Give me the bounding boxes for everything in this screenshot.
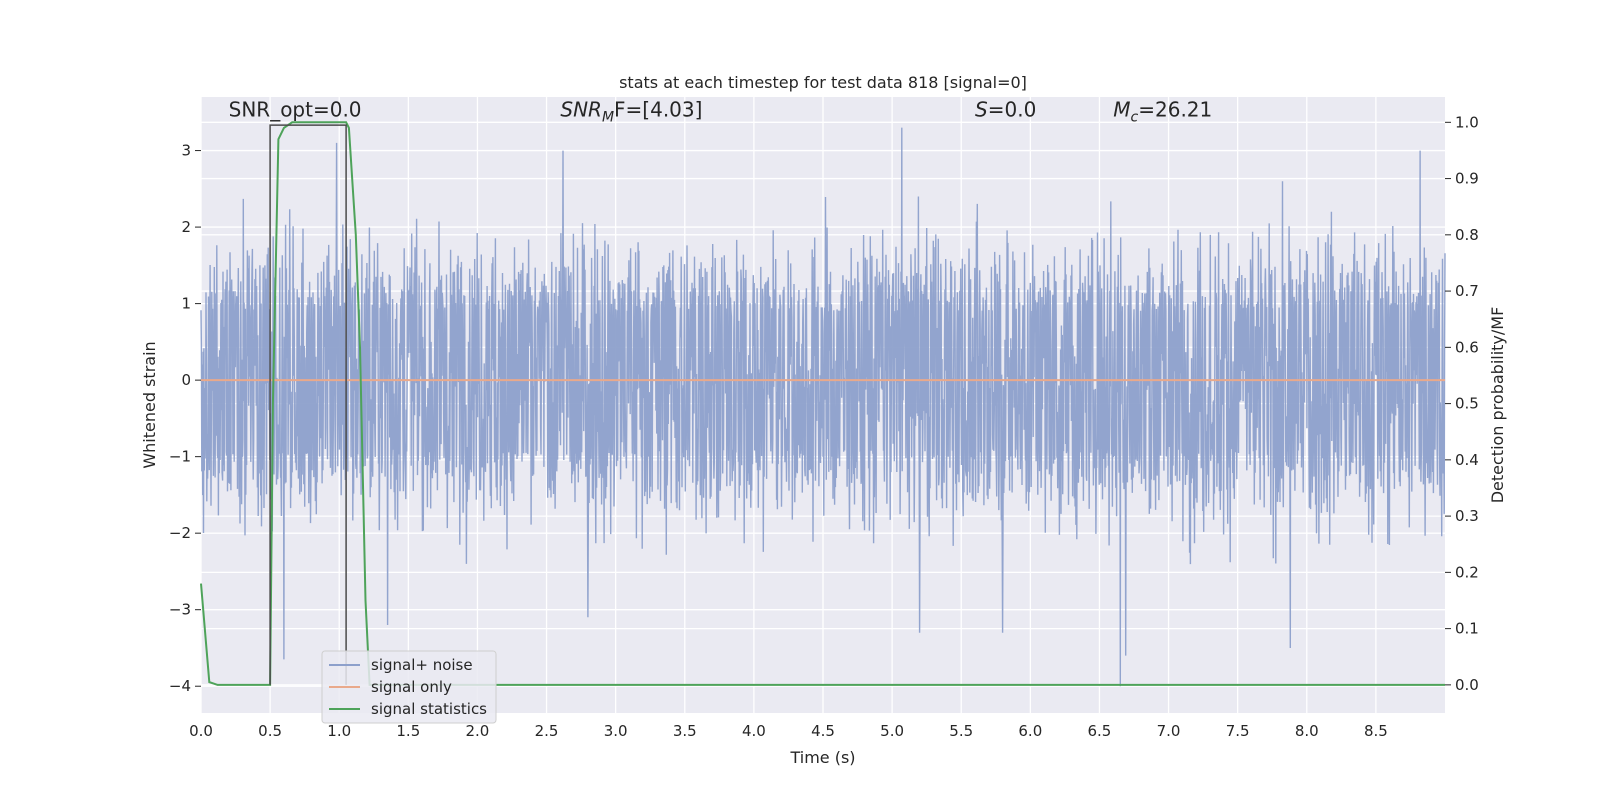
annotation-text: S=0.0 <box>975 98 1036 122</box>
legend-box <box>321 650 497 724</box>
y-right-tick-label: 0.9 <box>1455 170 1479 188</box>
x-tick-label: 6.0 <box>1018 722 1042 740</box>
y-right-tick-label: 0.7 <box>1455 282 1479 300</box>
y-right-tick-label: 0.1 <box>1455 620 1479 638</box>
series-signal-noise <box>200 127 1446 687</box>
legend-label: signal only <box>371 678 452 696</box>
y-left-tick-label: −3 <box>169 601 191 619</box>
y-left-tick-label: 2 <box>181 218 191 236</box>
legend: signal+ noise signal only signal statistic… <box>321 650 497 724</box>
x-tick-label: 5.5 <box>949 722 973 740</box>
x-tick-label: 4.0 <box>742 722 766 740</box>
x-tick-label: 4.5 <box>811 722 835 740</box>
annotation-text: SNRMF=[4.03] <box>560 98 702 126</box>
x-tick-label: 3.5 <box>673 722 697 740</box>
legend-label: signal+ noise <box>371 656 473 674</box>
x-tick-label: 7.5 <box>1226 722 1250 740</box>
y-right-tick-labels: 1.0 0.9 0.8 0.7 0.6 0.5 0.4 0.3 0.2 0.1 0.0 <box>1445 113 1479 694</box>
y-left-axis-label: Whitened strain <box>140 341 159 468</box>
series-mf-window <box>269 124 347 685</box>
legend-label: signal statistics <box>371 700 487 718</box>
y-left-tick-labels: 3 2 1 0 −1 −2 −3 −4 <box>169 142 201 695</box>
x-tick-label: 0.5 <box>258 722 282 740</box>
x-tick-label: 8.0 <box>1295 722 1319 740</box>
x-tick-label: 7.0 <box>1157 722 1181 740</box>
y-left-tick-label: 0 <box>181 371 191 389</box>
x-tick-labels: 0.0 0.5 1.0 1.5 2.0 2.5 3.0 3.5 4.0 4.5 5.0 5.5 6.0 6… <box>189 722 1388 740</box>
x-tick-label: 2.0 <box>466 722 490 740</box>
x-tick-label: 8.5 <box>1364 722 1388 740</box>
y-right-tick-label: 0.8 <box>1455 226 1479 244</box>
annotations: SNR_opt=0.0 SNRMF=[4.03] S=0.0 Mc=26.21 <box>229 98 1213 126</box>
x-tick-label: 0.0 <box>189 722 213 740</box>
chart-title: stats at each timestep for test data 818… <box>619 73 1027 92</box>
y-right-tick-label: 0.3 <box>1455 507 1479 525</box>
y-right-tick-label: 0.2 <box>1455 563 1479 581</box>
y-right-axis-label: Detection probability/MF <box>1488 307 1507 504</box>
y-left-tick-label: −1 <box>169 448 191 466</box>
y-right-tick-label: 0.4 <box>1455 451 1479 469</box>
annotation-text: Mc=26.21 <box>1113 98 1212 126</box>
y-right-tick-label: 0.6 <box>1455 338 1479 356</box>
x-tick-label: 3.0 <box>604 722 628 740</box>
x-tick-label: 5.0 <box>880 722 904 740</box>
x-tick-label: 6.5 <box>1088 722 1112 740</box>
y-right-tick-label: 1.0 <box>1455 113 1479 131</box>
annotation-text: SNR_opt=0.0 <box>229 98 362 122</box>
y-right-tick-label: 0.0 <box>1455 676 1479 694</box>
series-signal-statistics <box>200 121 1445 686</box>
y-left-tick-label: −2 <box>169 524 191 542</box>
y-left-tick-label: 1 <box>181 295 191 313</box>
x-tick-label: 1.0 <box>327 722 351 740</box>
x-axis-label: Time (s) <box>789 748 855 767</box>
y-right-tick-label: 0.5 <box>1455 395 1479 413</box>
x-tick-label: 1.5 <box>396 722 420 740</box>
x-tick-label: 2.5 <box>535 722 559 740</box>
y-left-tick-label: −4 <box>169 677 191 695</box>
y-left-tick-label: 3 <box>181 142 191 160</box>
series-layer <box>200 121 1446 687</box>
